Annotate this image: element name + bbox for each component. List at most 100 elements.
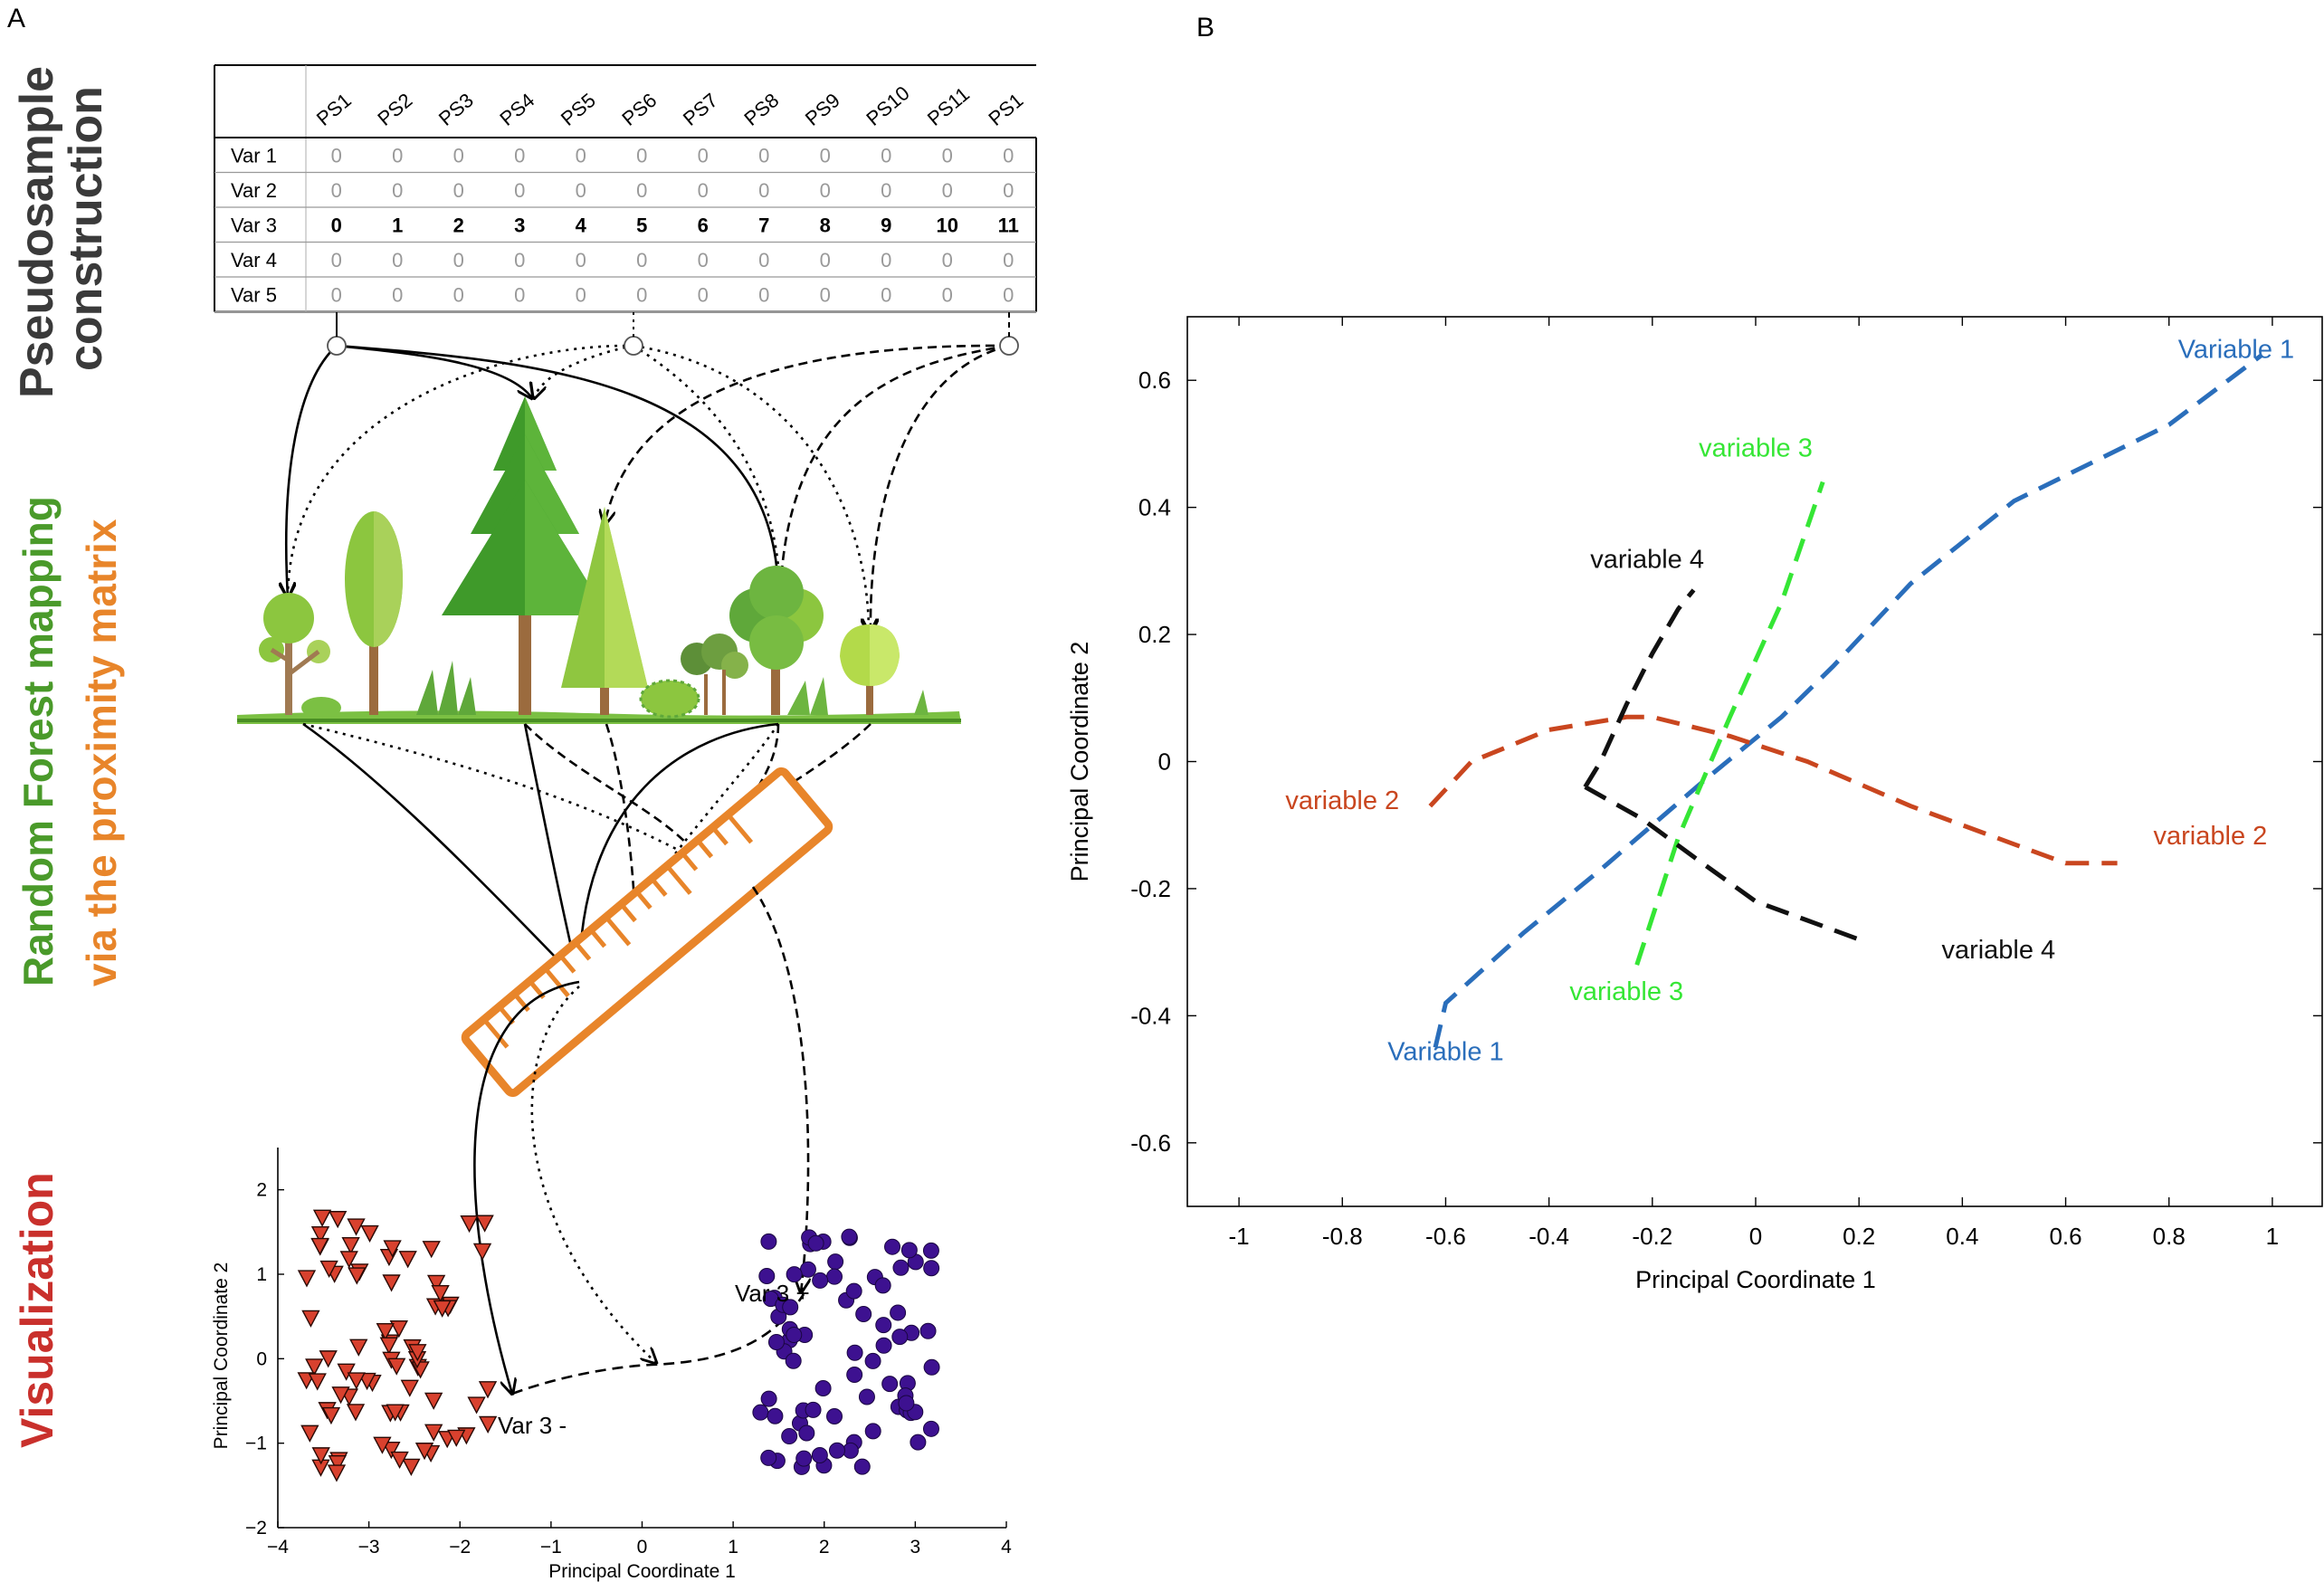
table-cell: 0 <box>514 283 525 306</box>
table-cell: 0 <box>758 144 769 167</box>
scatter-point-circle <box>855 1306 872 1323</box>
column-header: PS1 <box>312 89 356 130</box>
scatter-point-circle <box>900 1242 918 1259</box>
scatter-point-triangle <box>472 1243 492 1261</box>
y-tick-label: 0.6 <box>1138 367 1171 394</box>
table-cell: 0 <box>1003 179 1014 202</box>
scatter-point-circle <box>782 1299 799 1316</box>
table-cell: 0 <box>1003 283 1014 306</box>
series-line <box>1583 588 1696 788</box>
scatter-point-triangle <box>339 1251 358 1269</box>
scatter-point-triangle <box>475 1215 494 1233</box>
y-tick-label: -0.6 <box>1130 1129 1171 1157</box>
x-tick-label: 0.2 <box>1843 1223 1875 1250</box>
scatter-point-circle <box>814 1380 832 1397</box>
table-cell: 0 <box>514 144 525 167</box>
x-tick-label: 1 <box>2266 1223 2279 1250</box>
table-cell: 4 <box>576 214 587 236</box>
y-tick-label: -0.2 <box>1130 875 1171 902</box>
annotation-var3-minus: Var 3 - <box>498 1412 567 1439</box>
x-tick-label: 4 <box>1001 1537 1012 1558</box>
table-cell: 0 <box>820 179 831 202</box>
scatter-point-circle <box>845 1282 862 1300</box>
series-label: variable 3 <box>1569 977 1683 1006</box>
scatter-point-circle <box>827 1253 844 1271</box>
scatter-point-circle <box>853 1458 871 1475</box>
scatter-point-triangle <box>389 1319 408 1339</box>
series-label: variable 2 <box>1285 786 1399 815</box>
scatter-point-circle <box>758 1267 776 1284</box>
scatter-point-triangle <box>424 1424 443 1442</box>
column-header: PS2 <box>373 89 416 130</box>
row-label: Var 2 <box>231 179 277 202</box>
x-tick-label: 0 <box>1749 1223 1762 1250</box>
scatter-point-circle <box>826 1268 843 1285</box>
y-tick-label: 1 <box>256 1264 267 1285</box>
series-line <box>1634 481 1825 966</box>
scatter-point-triangle <box>300 1424 319 1443</box>
scatter-point-circle <box>884 1238 901 1255</box>
y-tick-label: 0 <box>256 1348 267 1369</box>
scatter-point-circle <box>828 1442 845 1459</box>
scatter-point-triangle <box>305 1358 324 1377</box>
table-cell: 8 <box>820 214 831 236</box>
table-cell: 5 <box>636 214 647 236</box>
scatter-point-triangle <box>308 1373 327 1391</box>
column-header: PS8 <box>739 89 783 130</box>
scatter-point-triangle <box>346 1404 366 1422</box>
x-tick-label: 2 <box>819 1537 830 1558</box>
side-title-random-forest: Random Forest mapping <box>14 496 62 986</box>
column-header: PS3 <box>434 89 478 130</box>
scatter-point-triangle <box>328 1454 347 1473</box>
scatter-point-circle <box>891 1329 909 1346</box>
table-cell: 2 <box>453 214 464 236</box>
table-cell: 0 <box>881 249 891 272</box>
table-cell: 0 <box>758 179 769 202</box>
series-line <box>1584 785 1861 942</box>
scatter-point-triangle <box>331 1386 350 1405</box>
scatter-point-triangle <box>431 1285 450 1303</box>
table-cell: 0 <box>392 144 403 167</box>
scatter-point-circle <box>781 1428 798 1445</box>
scatter-point-circle <box>799 1261 816 1278</box>
scatter-point-triangle <box>447 1429 466 1447</box>
scatter-point-triangle <box>478 1381 498 1399</box>
column-header: PS1 <box>984 89 1027 130</box>
scatter-point-triangle <box>360 1224 379 1243</box>
scatter-point-circle <box>767 1333 785 1350</box>
scatter-point-circle <box>864 1352 881 1369</box>
scatter-point-triangle <box>337 1363 356 1381</box>
table-cell: 0 <box>576 144 586 167</box>
x-tick-label: −1 <box>540 1537 562 1558</box>
scatter-point-triangle <box>311 1447 330 1465</box>
table-cell: 0 <box>758 249 769 272</box>
table-cell: 11 <box>998 214 1019 236</box>
scatter-point-circle <box>858 1388 875 1405</box>
scatter-plot-a: −4 −3 −2 −1 0 1 2 3 4 2 1 0 −1 −2 Principal Coordinate… <box>211 1148 1012 1582</box>
scatter-point-circle <box>785 1352 802 1369</box>
scatter-point-triangle <box>310 1237 329 1256</box>
x-axis-title: Principal Coordinate 1 <box>1635 1266 1876 1293</box>
table-cell: 0 <box>820 249 831 272</box>
scatter-point-triangle <box>400 1379 419 1397</box>
table-cell: 1 <box>392 214 403 236</box>
table-cell: 9 <box>881 214 891 236</box>
scatter-point-circle <box>805 1401 822 1418</box>
scatter-point-triangle <box>327 1464 347 1482</box>
scatter-point-circle <box>922 1420 939 1437</box>
table-cell: 0 <box>331 179 342 202</box>
arrows-table-to-trees <box>286 312 1019 634</box>
scatter-point-circle <box>786 1266 803 1283</box>
table-cell: 0 <box>453 144 464 167</box>
x-tick-label: -1 <box>1229 1223 1250 1250</box>
scatter-point-triangle <box>422 1241 441 1259</box>
table-cell: 0 <box>514 249 525 272</box>
scatter-point-triangle <box>386 1404 405 1422</box>
scatter-point-triangle <box>387 1358 406 1376</box>
scatter-point-circle <box>898 1395 915 1412</box>
row-label: Var 4 <box>231 249 277 272</box>
scatter-point-triangle <box>383 1240 402 1258</box>
scatter-point-circle <box>881 1376 899 1393</box>
scatter-point-circle <box>890 1304 907 1321</box>
table-cell: 0 <box>698 249 709 272</box>
